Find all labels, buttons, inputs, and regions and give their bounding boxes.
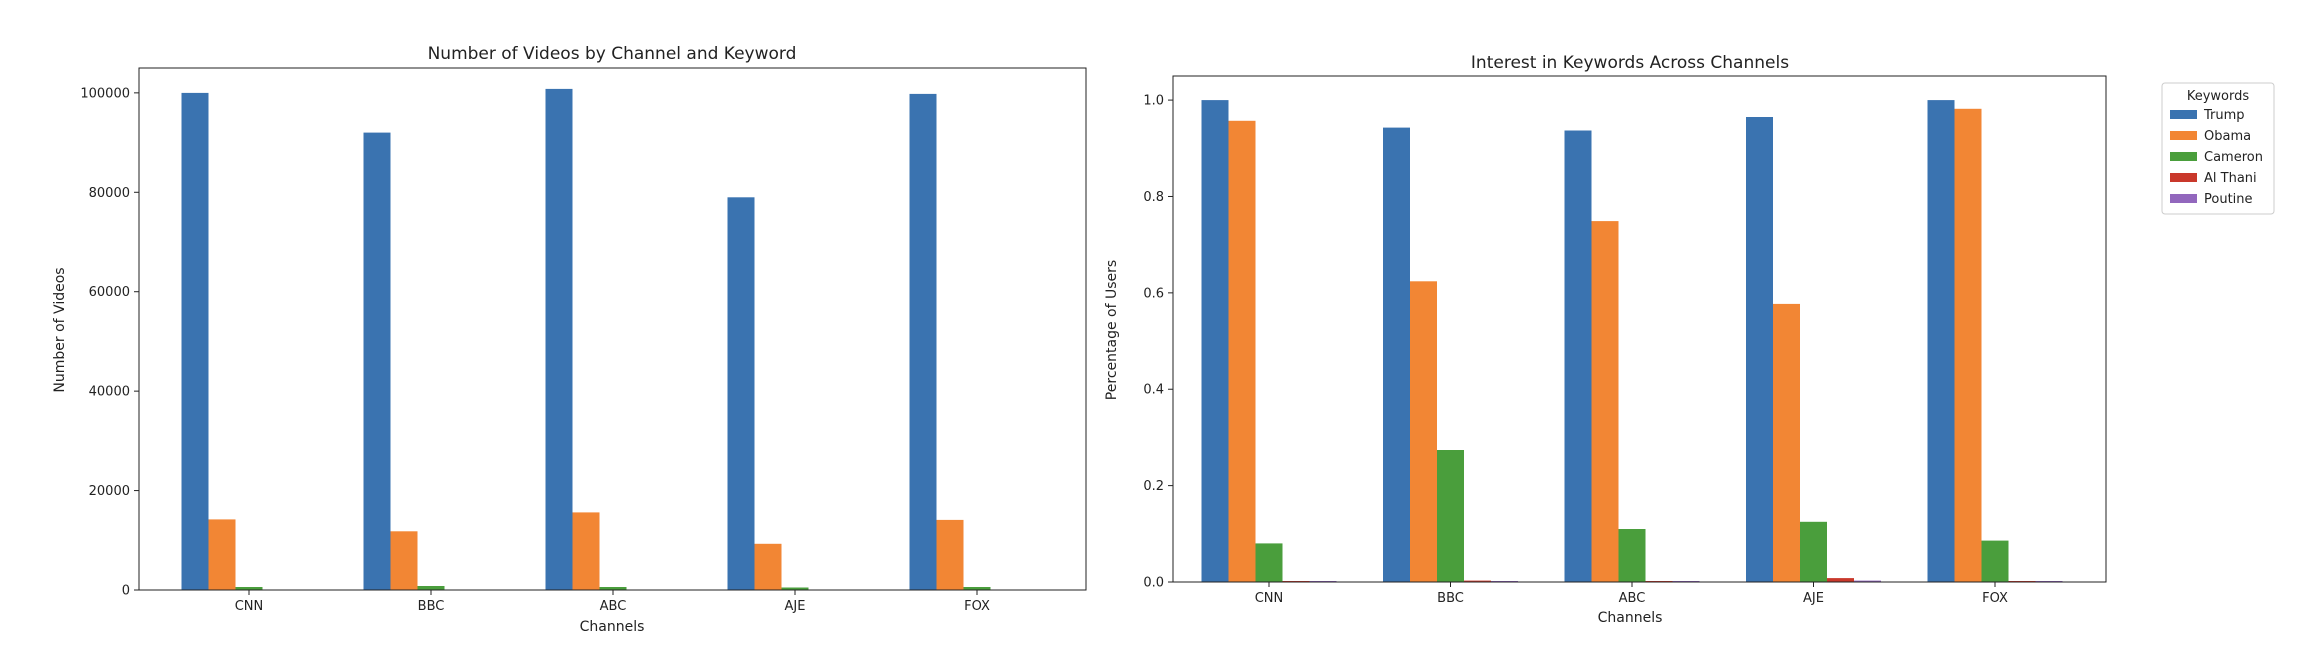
x-tick-label: FOX	[1982, 591, 2008, 606]
legend-label: Poutine	[2204, 192, 2253, 207]
interest-across-channels-chart: Interest in Keywords Across Channels Cha…	[1104, 53, 2107, 626]
videos-by-channel-chart: Number of Videos by Channel and Keyword …	[52, 44, 1087, 635]
legend-swatch	[2170, 152, 2197, 161]
bars-group	[1201, 100, 2063, 583]
bar-bbc-al-thani	[1464, 580, 1491, 582]
bar-bbc-trump	[1383, 127, 1410, 582]
bar-bbc-trump	[363, 132, 391, 590]
bar-abc-trump	[545, 88, 573, 591]
legend-label: Trump	[2203, 108, 2245, 123]
x-tick-label: ABC	[600, 599, 627, 614]
bar-aje-trump	[727, 197, 755, 591]
plot-frame	[138, 67, 1087, 591]
legend-label: Cameron	[2204, 150, 2263, 165]
x-axis-label: Channels	[1598, 610, 1663, 626]
bar-cnn-cameron	[1255, 543, 1283, 582]
bar-aje-cameron	[1800, 521, 1827, 582]
x-tick-label: CNN	[235, 599, 264, 614]
y-tick-label: 0.4	[1143, 383, 1164, 398]
x-tick-label: AJE	[785, 599, 806, 614]
bar-fox-obama	[1954, 108, 1982, 583]
chart-title: Number of Videos by Channel and Keyword	[428, 44, 797, 64]
bar-fox-cameron	[1981, 540, 2009, 582]
x-tick-label: BBC	[418, 599, 445, 614]
x-ticks-group: CNN BBC ABC AJE FOX	[235, 590, 990, 614]
bar-abc-obama	[572, 512, 600, 590]
bar-bbc-obama	[1410, 281, 1437, 582]
x-tick-label: BBC	[1437, 591, 1464, 606]
x-tick-label: CNN	[1255, 591, 1284, 606]
bar-cnn-obama	[208, 519, 236, 590]
x-tick-label: ABC	[1619, 591, 1646, 606]
y-tick-label: 0.2	[1143, 479, 1164, 494]
bar-aje-al-thani	[1827, 578, 1854, 582]
y-tick-label: 1.0	[1143, 94, 1164, 109]
y-tick-label: 0.8	[1143, 190, 1164, 205]
y-tick-label: 0.0	[1143, 576, 1164, 591]
legend: Keywords Trump Obama Cameron Al Thani Poutin…	[2161, 82, 2275, 215]
y-ticks-group: 0.0 0.2 0.4 0.6 0.8 1.0	[1143, 94, 1173, 591]
legend-swatch	[2170, 131, 2197, 140]
x-tick-label: FOX	[964, 599, 990, 614]
plot-frame	[1172, 75, 2107, 583]
bar-abc-obama	[1591, 221, 1619, 582]
x-ticks-group: CNN BBC ABC AJE FOX	[1255, 582, 2008, 606]
bar-aje-trump	[1746, 117, 1773, 582]
y-ticks-group: 0 20000 40000 60000 80000 100000	[80, 86, 139, 599]
bar-cnn-cameron	[235, 587, 263, 590]
y-tick-label: 80000	[89, 186, 130, 201]
bar-aje-poutine	[1854, 580, 1881, 582]
legend-label: Obama	[2204, 129, 2251, 144]
bar-cnn-trump	[181, 92, 209, 591]
bar-abc-cameron	[1618, 529, 1646, 582]
legend-items: Trump Obama Cameron Al Thani Poutine	[2170, 108, 2263, 207]
bar-bbc-obama	[390, 531, 418, 590]
bar-fox-trump	[909, 93, 937, 591]
bar-cnn-trump	[1201, 100, 1229, 582]
y-tick-label: 60000	[89, 285, 130, 300]
y-axis-label: Percentage of Users	[1104, 260, 1120, 400]
bar-aje-obama	[1773, 303, 1800, 582]
y-axis-label: Number of Videos	[52, 267, 68, 392]
bar-aje-cameron	[781, 587, 809, 590]
x-axis-label: Channels	[580, 619, 645, 635]
legend-swatch	[2170, 110, 2197, 119]
bar-cnn-obama	[1228, 120, 1256, 583]
y-tick-label: 20000	[89, 484, 130, 499]
y-tick-label: 100000	[80, 86, 130, 101]
y-tick-label: 0	[122, 584, 130, 599]
chart-title: Interest in Keywords Across Channels	[1471, 53, 1789, 73]
y-tick-label: 40000	[89, 385, 130, 400]
bar-fox-trump	[1927, 100, 1955, 582]
bar-fox-obama	[936, 519, 964, 590]
legend-title: Keywords	[2187, 89, 2250, 104]
bar-abc-trump	[1564, 130, 1592, 582]
bar-bbc-cameron	[417, 586, 445, 590]
bar-abc-cameron	[599, 587, 627, 590]
bar-fox-cameron	[963, 587, 991, 590]
legend-label: Al Thani	[2204, 171, 2257, 186]
legend-swatch	[2170, 194, 2197, 203]
bar-bbc-cameron	[1437, 450, 1464, 582]
bars-group	[181, 88, 991, 591]
legend-swatch	[2170, 173, 2197, 182]
y-tick-label: 0.6	[1143, 286, 1164, 301]
bar-aje-obama	[754, 543, 782, 590]
x-tick-label: AJE	[1803, 591, 1824, 606]
